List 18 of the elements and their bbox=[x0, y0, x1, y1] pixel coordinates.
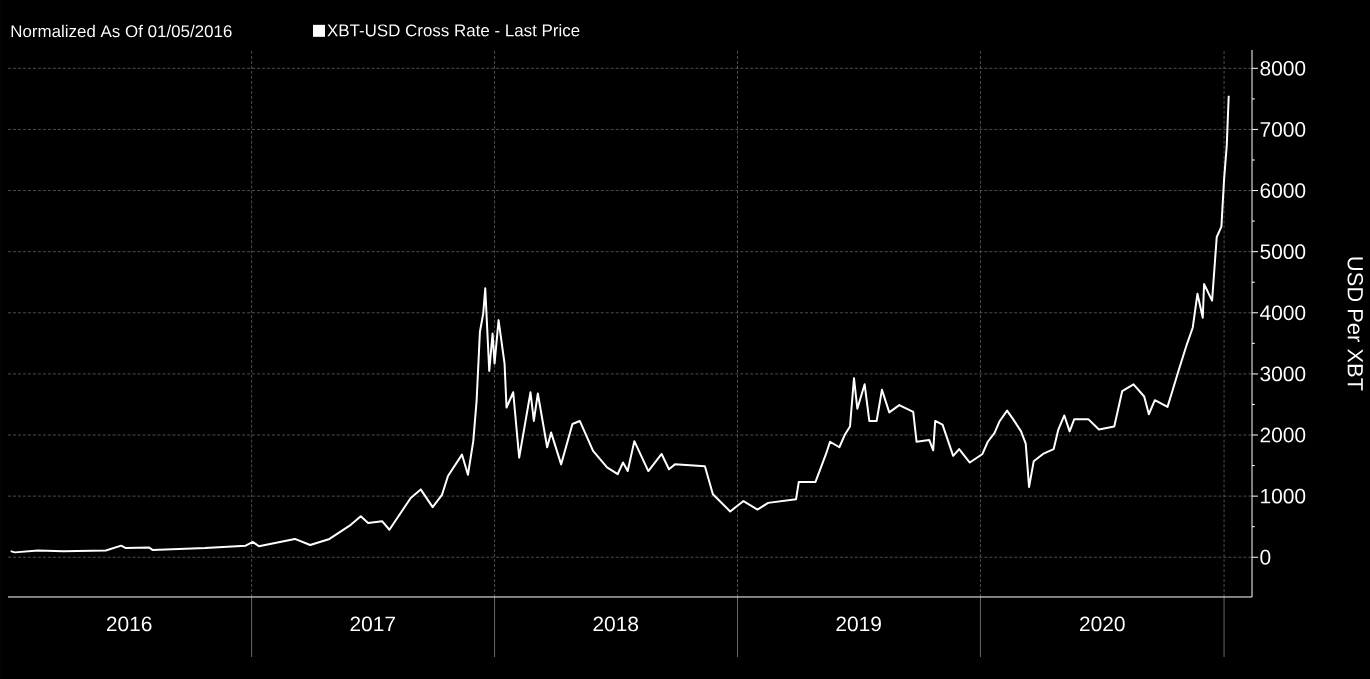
x-tick-label: 2019 bbox=[836, 616, 881, 632]
x-tick-label: 2020 bbox=[1080, 616, 1125, 632]
y-tick-label: 6000 bbox=[1260, 183, 1306, 198]
y-axis-title: USD Per XBT bbox=[1347, 257, 1364, 391]
legend-label: XBT-USD Cross Rate - Last Price bbox=[327, 23, 580, 37]
line-series bbox=[9, 94, 1230, 554]
y-tick-label: 7000 bbox=[1260, 122, 1306, 137]
y-tick-label: 0 bbox=[1260, 549, 1271, 565]
y-tick-label: 8000 bbox=[1260, 60, 1306, 76]
x-tick-label: 2018 bbox=[593, 616, 639, 632]
y-tick-label: 2000 bbox=[1260, 427, 1306, 443]
x-tick-label: 2017 bbox=[350, 616, 395, 632]
y-tick-label: 5000 bbox=[1260, 244, 1306, 260]
x-tick-label: 2016 bbox=[106, 616, 152, 632]
y-tick-label: 3000 bbox=[1260, 366, 1306, 382]
chart-subtitle: Normalized As Of 01/05/2016 bbox=[11, 24, 232, 38]
y-tick-label: 1000 bbox=[1261, 488, 1306, 504]
y-tick-label: 4000 bbox=[1260, 305, 1306, 321]
